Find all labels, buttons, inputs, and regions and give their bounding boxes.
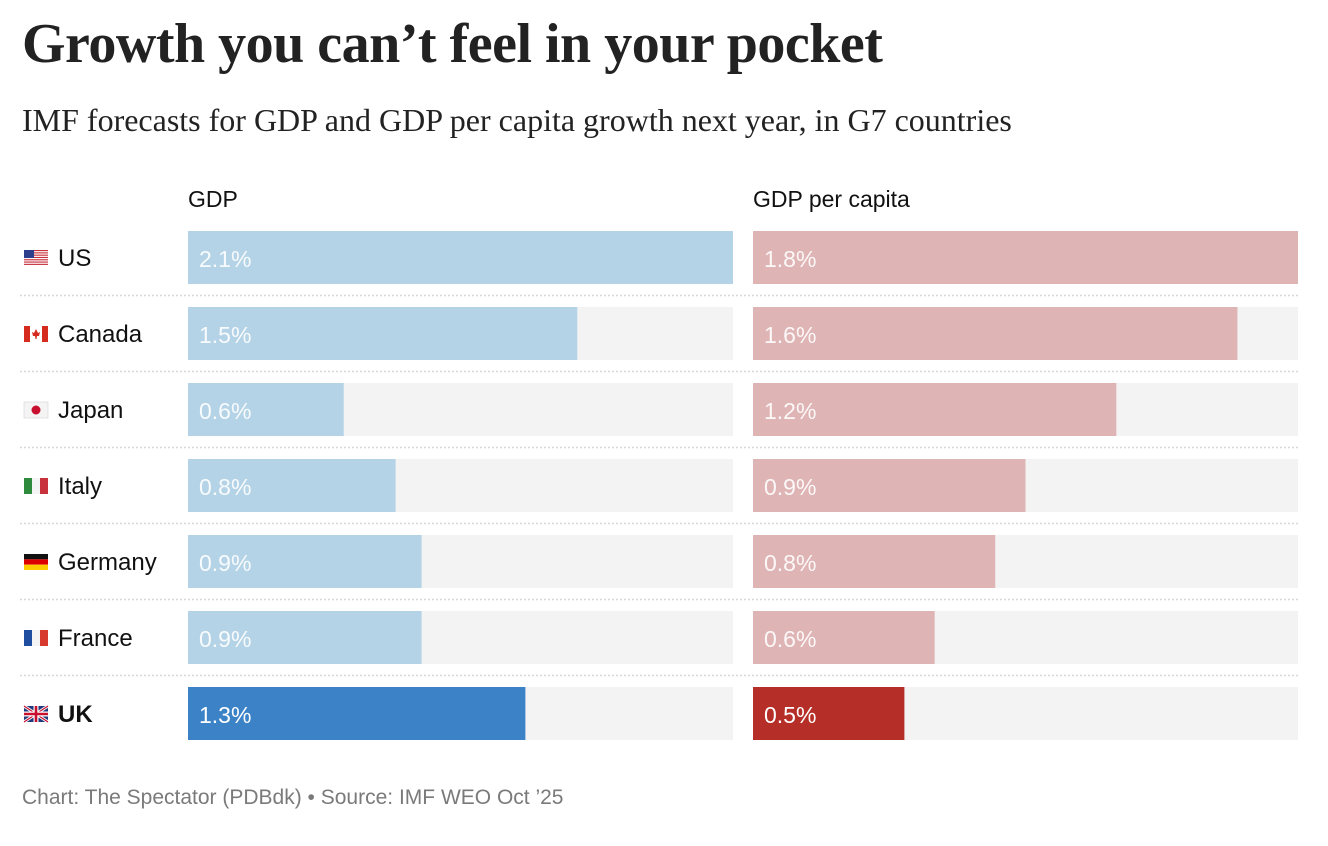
chart-row-italy: Italy 0.8% 0.9% xyxy=(20,459,1298,525)
chart-row-france: France 0.9% 0.6% xyxy=(20,611,1298,677)
chart-row-uk: UK 1.3% 0.5% xyxy=(23,687,1298,740)
gdp-bar xyxy=(188,611,422,664)
column-header-gdp: GDP xyxy=(188,186,238,212)
data-label: 0.9% xyxy=(199,550,251,576)
data-label: 0.8% xyxy=(764,550,816,576)
data-label: 0.6% xyxy=(199,398,251,424)
gdp-bar xyxy=(188,383,344,436)
japan-flag-icon xyxy=(23,401,49,419)
country-label: UK xyxy=(58,701,93,728)
country-label: US xyxy=(58,245,91,272)
data-label: 1.6% xyxy=(764,322,816,348)
gdp-per-capita-bar xyxy=(753,383,1117,436)
country-label: Germany xyxy=(58,549,157,576)
gdp-bar xyxy=(188,307,578,360)
chart-row-japan: Japan 0.6% 1.2% xyxy=(20,383,1298,449)
gdp-bar xyxy=(188,231,733,284)
data-label: 0.8% xyxy=(199,474,251,500)
gdp-per-capita-bar xyxy=(753,535,996,588)
country-label: Italy xyxy=(58,473,102,500)
gdp-per-capita-bar xyxy=(753,611,935,664)
country-label: Canada xyxy=(58,321,143,348)
chart-row-us: US 2.1% 1.8% xyxy=(20,231,1298,297)
gdp-per-capita-bar xyxy=(753,231,1298,284)
chart-subtitle: IMF forecasts for GDP and GDP per capita… xyxy=(22,102,1012,138)
canada-flag-icon xyxy=(24,326,48,342)
chart-row-canada: Canada 1.5% 1.6% xyxy=(20,307,1298,373)
data-label: 0.6% xyxy=(764,626,816,652)
chart-row-germany: Germany 0.9% 0.8% xyxy=(20,535,1298,601)
chart-title: Growth you can’t feel in your pocket xyxy=(22,13,883,75)
data-label: 1.8% xyxy=(764,246,816,272)
data-label: 0.5% xyxy=(764,702,816,728)
france-flag-icon xyxy=(24,630,48,646)
column-header-gdp-per-capita: GDP per capita xyxy=(753,186,910,212)
data-label: 1.2% xyxy=(764,398,816,424)
gdp-bar xyxy=(188,687,526,740)
chart-source-credit: Chart: The Spectator (PDBdk) • Source: I… xyxy=(22,786,564,809)
us-flag-icon xyxy=(24,250,48,265)
data-label: 0.9% xyxy=(764,474,816,500)
gdp-per-capita-bar xyxy=(753,307,1238,360)
data-label: 1.5% xyxy=(199,322,251,348)
data-label: 1.3% xyxy=(199,702,251,728)
country-label: France xyxy=(58,625,133,652)
uk-flag-icon xyxy=(23,704,49,724)
data-label: 0.9% xyxy=(199,626,251,652)
gdp-bar xyxy=(188,459,396,512)
data-label: 2.1% xyxy=(199,246,251,272)
italy-flag-icon xyxy=(24,478,48,494)
country-label: Japan xyxy=(58,397,123,424)
gdp-bar xyxy=(188,535,422,588)
gdp-per-capita-bar xyxy=(753,459,1026,512)
gdp-per-capita-bar xyxy=(753,687,905,740)
germany-flag-icon xyxy=(24,554,48,570)
